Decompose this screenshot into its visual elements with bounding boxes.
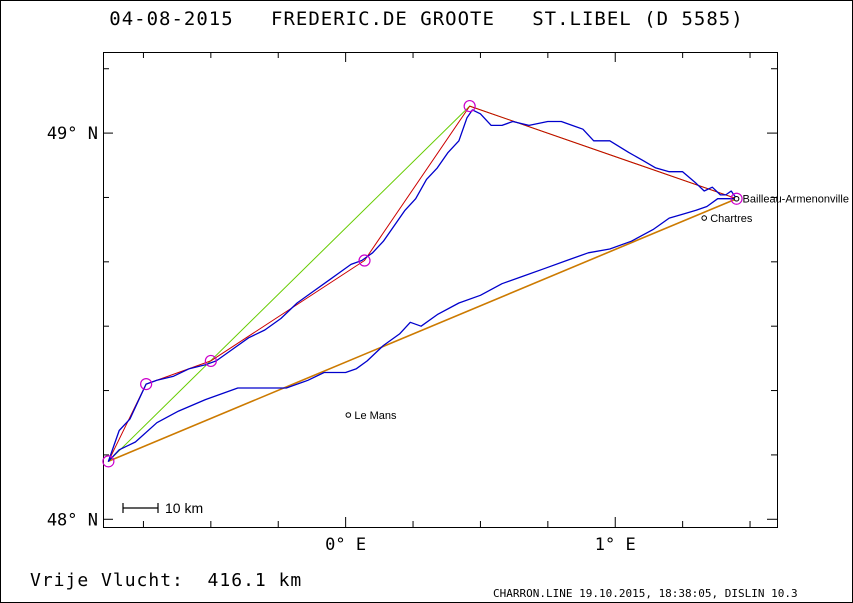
y-tick-label: 48° N (47, 510, 98, 530)
scale-bar-label: 10 km (165, 500, 203, 516)
turnpoints (102, 99, 743, 468)
track-series (107, 109, 738, 462)
place-label: Chartres (710, 213, 753, 225)
turnpoint-marker (140, 378, 153, 391)
place-label: Bailleau-Armenonville (743, 194, 849, 206)
tick-labels: 0° E 1° E 48° N 49° N (47, 124, 636, 555)
x-tick-label: 1° E (595, 535, 636, 555)
y-tick-label: 49° N (47, 124, 98, 144)
turnpoint-marker (730, 192, 743, 205)
distance-label: Vrije Vlucht: 416.1 km (30, 570, 303, 591)
turnpoint-marker (102, 455, 115, 468)
axis-ticks (103, 52, 777, 527)
place-marker (701, 215, 708, 221)
credits-label: CHARRON.LINE 19.10.2015, 18:38:05, DISLI… (493, 587, 798, 600)
x-tick-label: 0° E (325, 535, 366, 555)
turnpoint-marker (463, 99, 476, 113)
plot-frame (103, 52, 778, 528)
turnpoint-marker (204, 354, 217, 368)
places: Bailleau-Armenonville Chartres Le Mans (345, 194, 849, 422)
page-title: 04-08-2015 FREDERIC.DE GROOTE ST.LIBEL (… (109, 8, 744, 30)
place-marker (733, 195, 740, 202)
turnpoint-marker (358, 254, 371, 267)
scale-bar: 10 km (122, 500, 203, 516)
closing-line-series (108, 197, 737, 463)
flight-lines (107, 105, 738, 463)
place-label: Le Mans (354, 410, 397, 422)
place-marker (345, 412, 352, 418)
